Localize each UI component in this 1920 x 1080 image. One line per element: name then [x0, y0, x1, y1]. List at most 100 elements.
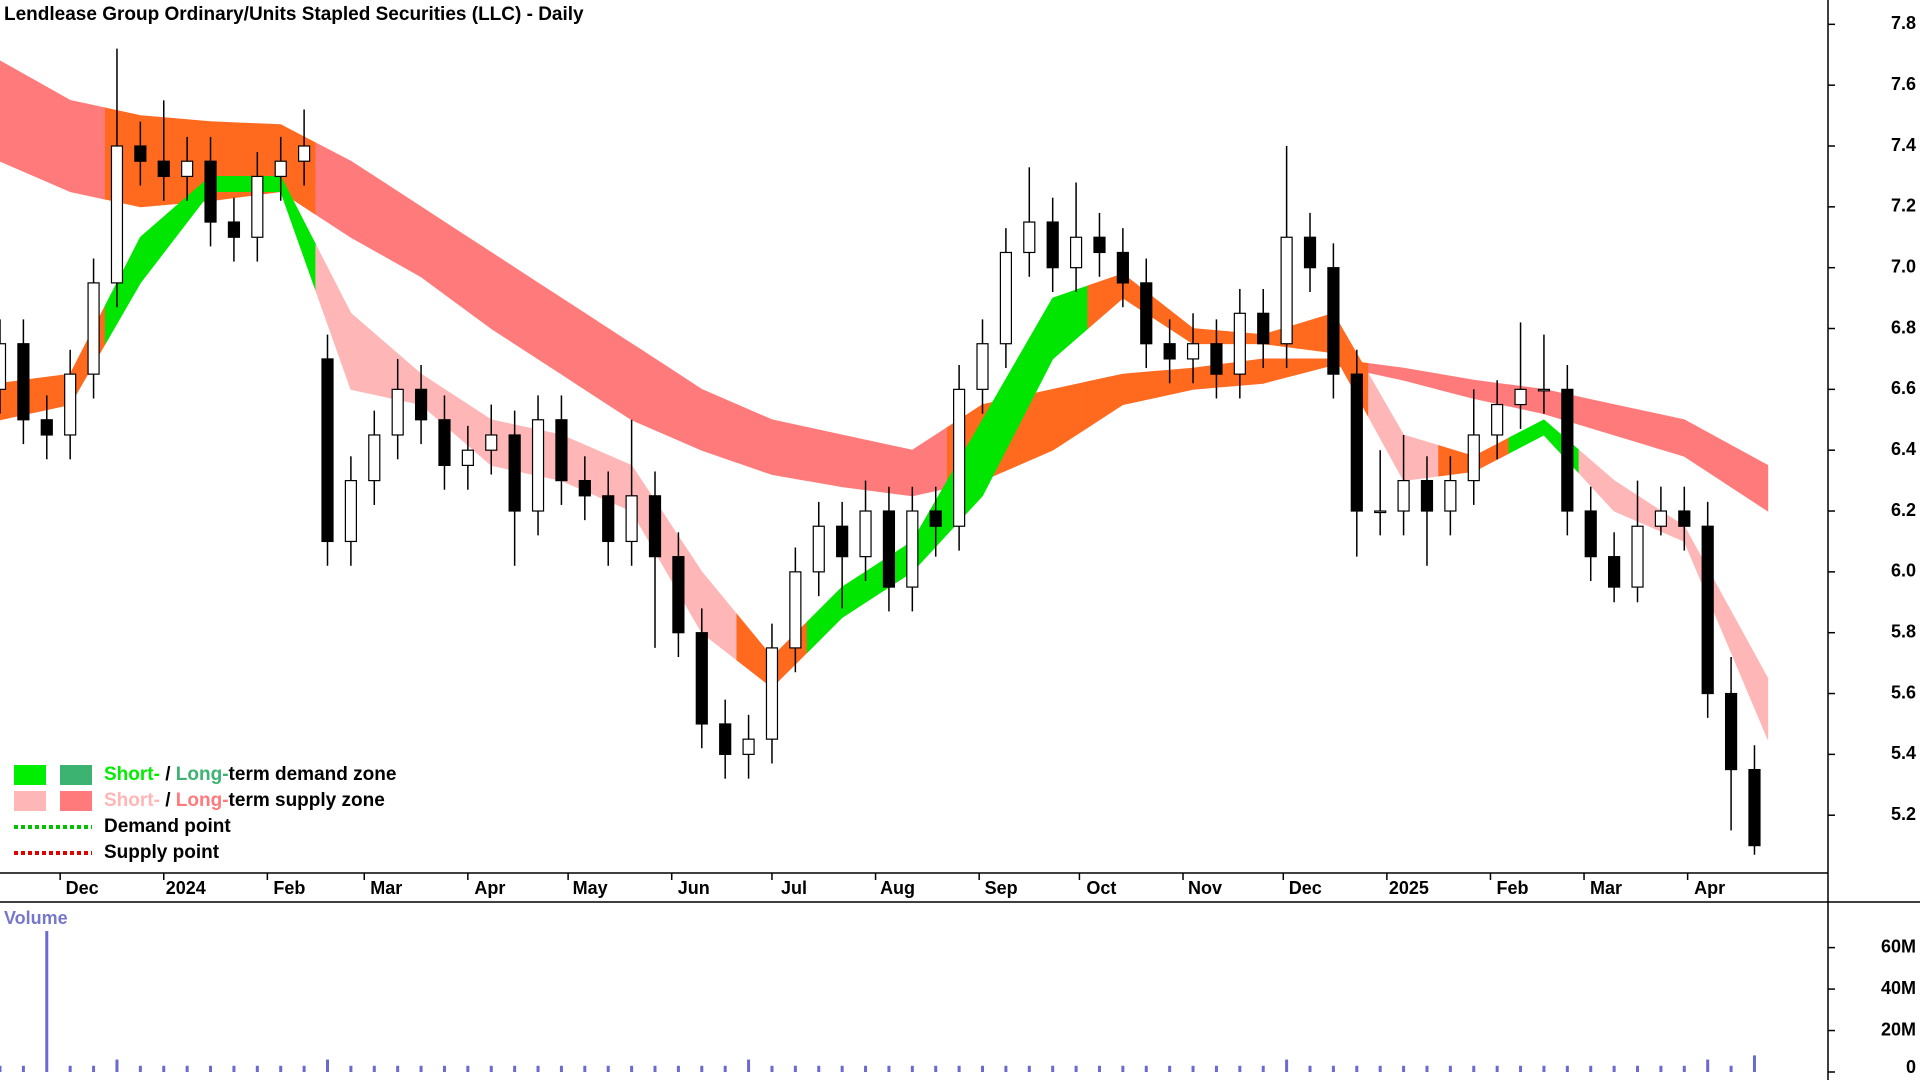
volume-bar	[1565, 1065, 1569, 1072]
candle-body	[1631, 525, 1644, 588]
candle-body	[414, 388, 428, 421]
candle-body	[812, 525, 825, 573]
zone-segment	[806, 426, 878, 492]
y-tick-label: 7.2	[1891, 196, 1916, 216]
candle-body	[1046, 221, 1059, 269]
x-tick-label: Feb	[273, 878, 305, 898]
legend-part: Long-	[176, 764, 229, 785]
volume-bar	[583, 1065, 587, 1072]
volume-bar	[1659, 1065, 1663, 1072]
zone-segment	[455, 228, 527, 353]
volume-bar	[0, 1065, 2, 1072]
candles	[0, 48, 1761, 855]
candle-body	[1467, 434, 1480, 482]
zones	[0, 60, 1769, 740]
candle-body	[1491, 403, 1504, 436]
candle-body	[1701, 525, 1714, 695]
candle-body	[976, 343, 989, 390]
zone-segment	[315, 142, 387, 258]
volume-bar	[887, 1065, 891, 1072]
volume-bar	[1027, 1065, 1031, 1072]
candle-body	[719, 723, 732, 755]
volume-bar	[372, 1065, 376, 1072]
volume-bar	[1495, 1065, 1499, 1072]
volume-bar	[92, 1065, 96, 1072]
volume-bar	[1448, 1065, 1452, 1072]
volume-bar	[1355, 1065, 1359, 1072]
y-tick-label: 6.4	[1891, 439, 1916, 459]
zone-segment	[1648, 411, 1727, 485]
zone-segment	[34, 79, 106, 200]
candle-body	[625, 495, 638, 543]
volume-tick-label: 40M	[1881, 978, 1916, 998]
legend-label: Demand point	[104, 816, 231, 837]
volume-bar	[1402, 1065, 1406, 1072]
volume-bar	[910, 1065, 914, 1072]
legend-label: Supply point	[104, 842, 220, 863]
volume-bar	[326, 1059, 330, 1072]
candle-body	[1561, 388, 1574, 512]
candle-body	[1210, 343, 1223, 375]
volume-bar	[1589, 1065, 1593, 1072]
candle-body	[321, 358, 334, 543]
candle-body	[1654, 510, 1668, 527]
legend-swatch	[60, 765, 92, 785]
y-tick-label: 5.4	[1891, 743, 1916, 763]
x-tick-label: Dec	[66, 878, 99, 898]
candle-body	[40, 419, 53, 436]
candle-body	[695, 632, 708, 725]
y-tick-label: 5.6	[1891, 682, 1916, 702]
candle-body	[368, 434, 381, 482]
volume-bar	[21, 1065, 25, 1072]
legend-part: Long-	[176, 790, 229, 811]
candle-body	[274, 160, 287, 178]
x-tick-label: Mar	[370, 878, 402, 898]
volume-bar	[864, 1065, 868, 1072]
volume-bar	[279, 1065, 283, 1072]
y-tick-label: 7.6	[1891, 74, 1916, 94]
candle-body	[1327, 267, 1340, 375]
zone-segment	[1368, 363, 1440, 390]
candle-body	[578, 480, 591, 497]
volume-bar	[489, 1065, 493, 1072]
volume-bar	[1261, 1065, 1265, 1072]
zone-segment	[876, 426, 948, 497]
x-tick-label: Dec	[1289, 878, 1322, 898]
volume-bar	[232, 1065, 236, 1072]
legend-label: Short- / Long-term demand zone	[104, 764, 396, 785]
candle-body	[648, 495, 662, 558]
candle-body	[953, 388, 966, 527]
zone-segment	[596, 320, 668, 436]
candle-body	[742, 738, 755, 755]
candle-body	[344, 480, 357, 543]
volume-bar	[419, 1065, 423, 1072]
candle-body	[1374, 510, 1387, 514]
candle-body	[1748, 768, 1761, 847]
candle-body	[87, 282, 100, 375]
volume-bar	[1144, 1065, 1148, 1072]
x-tick-label: May	[573, 878, 608, 898]
volume-bar	[1004, 1065, 1008, 1072]
candle-body	[438, 419, 451, 466]
y-tick-label: 5.8	[1891, 621, 1916, 641]
zone-segment	[1578, 396, 1650, 447]
volume-bar	[115, 1059, 119, 1072]
volume-bar	[840, 1065, 844, 1072]
volume-bar	[185, 1065, 189, 1072]
volume-bar	[770, 1065, 774, 1072]
legend-swatch	[14, 765, 46, 785]
y-tick-label: 6.0	[1891, 561, 1916, 581]
volume-bar	[255, 1065, 259, 1072]
volume-bar	[396, 1065, 400, 1072]
zone-segment	[1087, 370, 1159, 429]
candle-body	[1350, 373, 1363, 512]
zone-segment	[1725, 441, 1769, 512]
volume-bar	[1752, 1055, 1756, 1072]
candle-body	[602, 495, 615, 543]
candle-body	[1724, 692, 1738, 771]
candle-body	[882, 510, 896, 588]
volume-bar	[559, 1065, 563, 1072]
volume-bar	[653, 1065, 657, 1072]
